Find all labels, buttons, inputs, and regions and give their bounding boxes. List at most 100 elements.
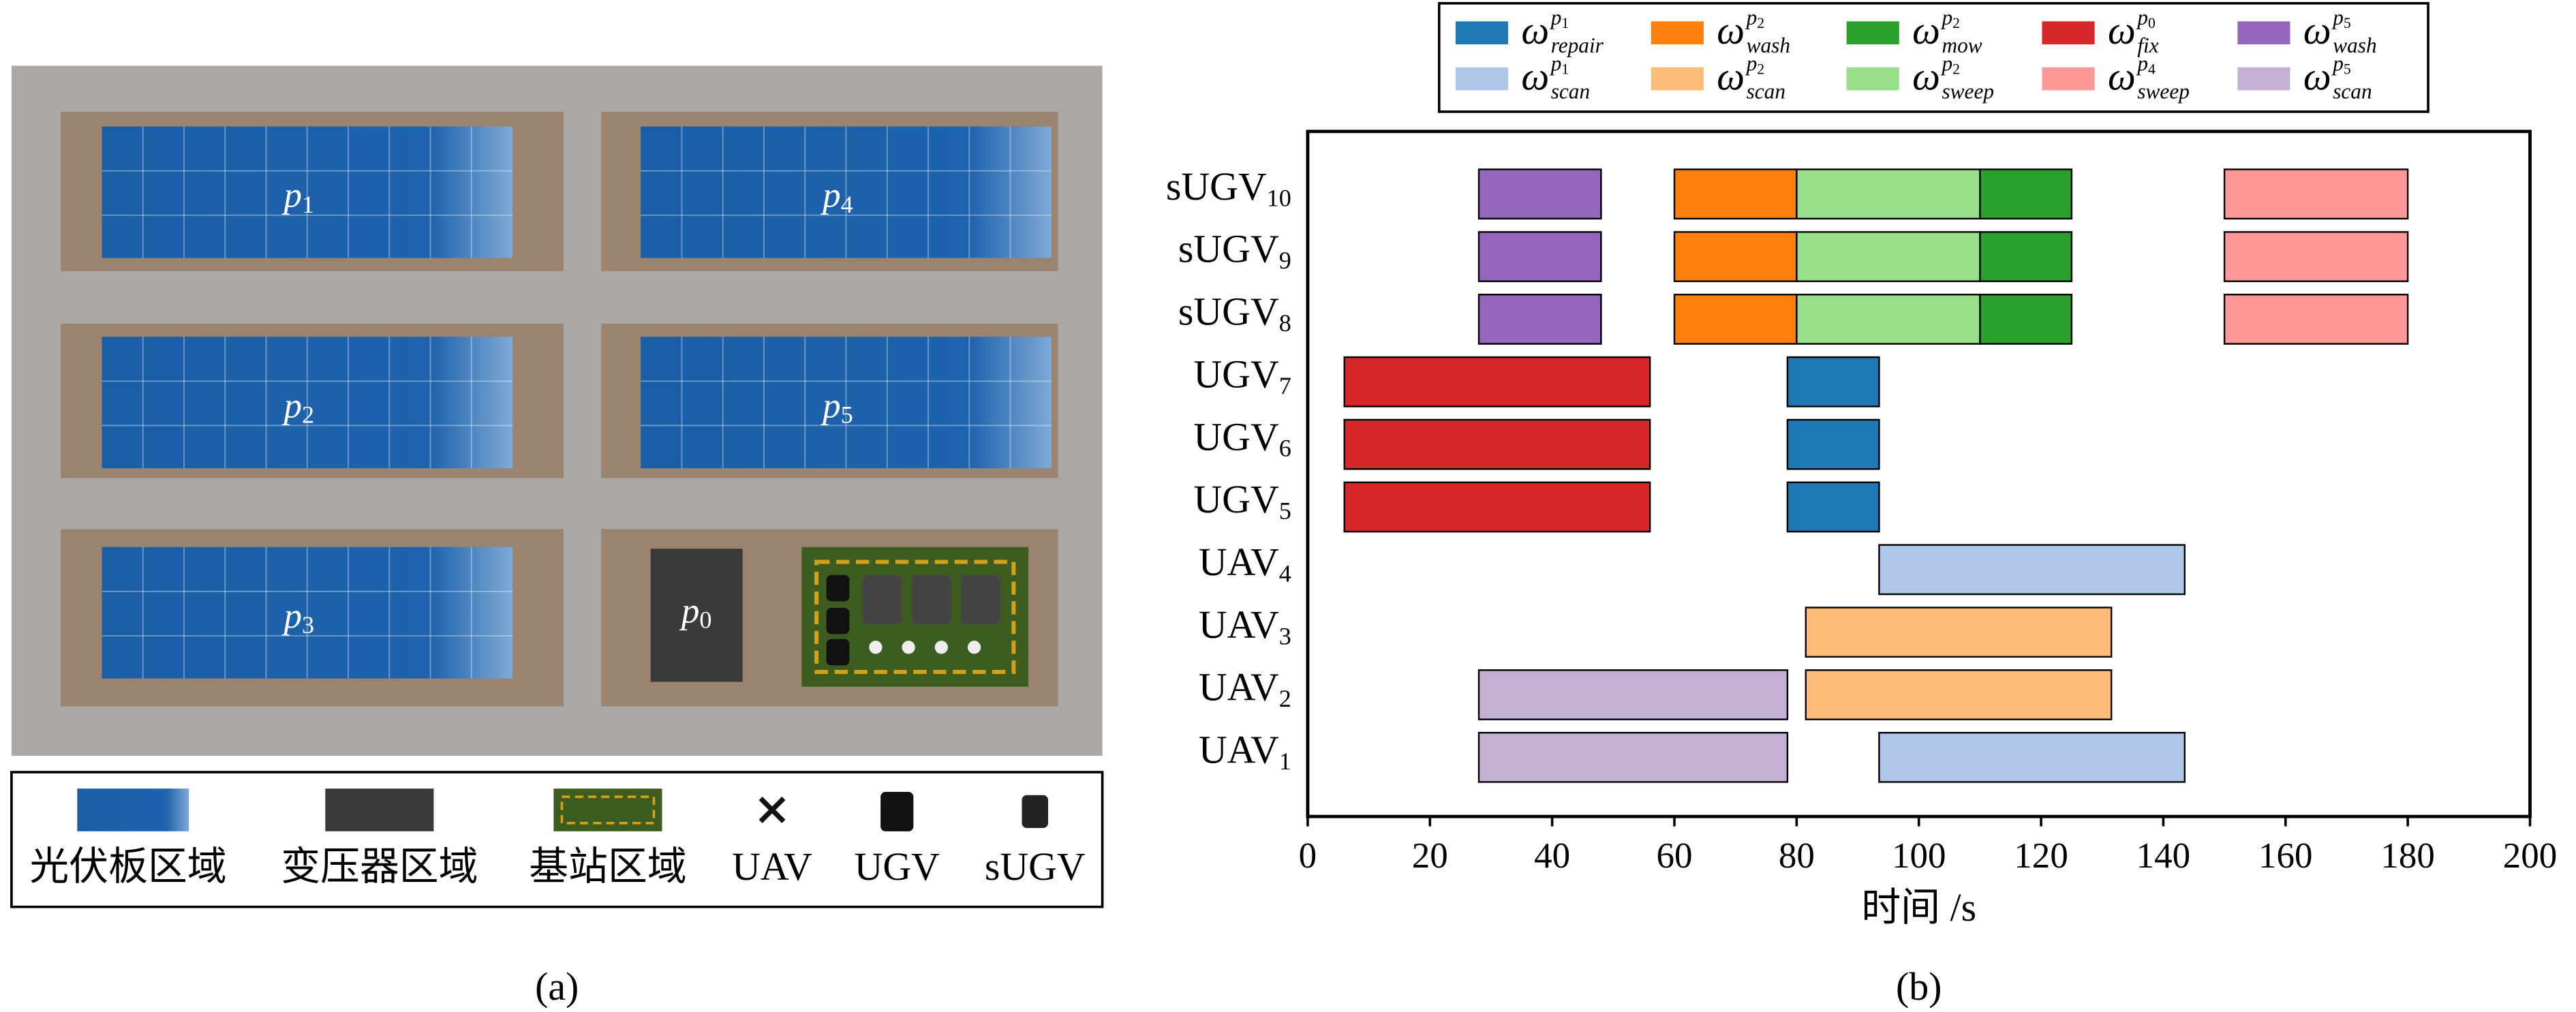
legend-symbol: ω bbox=[2108, 8, 2136, 52]
legend-sup-text: p bbox=[1550, 5, 1562, 29]
vehicle bbox=[826, 607, 850, 634]
drone bbox=[967, 641, 981, 654]
transformer bbox=[650, 549, 743, 682]
legend-sup-sub: 2 bbox=[1952, 15, 1960, 31]
legend-sup: p2 bbox=[1745, 5, 1765, 31]
legend-symbol: ω bbox=[2303, 8, 2331, 52]
legend-symbol: ω bbox=[1521, 54, 1549, 98]
vehicle bbox=[826, 639, 850, 666]
pv-panel bbox=[102, 547, 513, 679]
map-legend-label: 光伏板区域 bbox=[29, 844, 226, 889]
x-tick-label: 80 bbox=[1779, 836, 1815, 876]
task-bar bbox=[1786, 356, 1880, 408]
legend-sup-text: p bbox=[1940, 5, 1952, 29]
legend-sup: p2 bbox=[1940, 5, 1960, 31]
legend-sub: repair bbox=[1551, 33, 1604, 57]
legend-sup-sub: 1 bbox=[1561, 61, 1569, 78]
task-bar bbox=[2223, 168, 2409, 220]
y-tick-label: sUGV9 bbox=[1178, 227, 1291, 274]
x-tick-label: 180 bbox=[2380, 836, 2435, 876]
x-axis-label: 时间 /s bbox=[1861, 885, 1976, 930]
task-bar bbox=[1477, 294, 1602, 345]
legend-sup: p2 bbox=[1745, 52, 1765, 78]
legend-swatch bbox=[2042, 21, 2095, 45]
y-tick-label-sub: 2 bbox=[1279, 685, 1291, 712]
legend-sub: sweep bbox=[1942, 80, 1994, 104]
y-tick-label: UGV7 bbox=[1193, 352, 1291, 399]
legend-sup: p1 bbox=[1550, 5, 1569, 31]
task-bar bbox=[1979, 168, 2073, 220]
drone bbox=[902, 641, 915, 654]
legend-sub: scan bbox=[2333, 80, 2372, 104]
plot-label: p2 bbox=[281, 386, 314, 428]
legend-sub: scan bbox=[1551, 80, 1590, 104]
x-tick-label: 0 bbox=[1299, 836, 1317, 876]
y-tick-label-text: sUGV bbox=[1178, 227, 1279, 271]
task-bar bbox=[1477, 231, 1602, 282]
legend-icon-base bbox=[553, 788, 662, 831]
task-bar bbox=[1786, 418, 1880, 470]
task-bar bbox=[1796, 231, 1981, 282]
legend-icon-sugv bbox=[1022, 795, 1049, 828]
vehicle bbox=[826, 574, 850, 602]
legend-icon-base-border bbox=[560, 795, 656, 825]
plot-label: p1 bbox=[281, 176, 314, 218]
caption: (b) bbox=[1896, 964, 1942, 1009]
legend-symbol: ω bbox=[1717, 8, 1745, 52]
legend-sup-text: p bbox=[1745, 52, 1758, 76]
legend-sup: p1 bbox=[1550, 52, 1569, 78]
task-bar bbox=[1673, 294, 1798, 345]
task-bar bbox=[1805, 669, 2113, 720]
plot-label-sub: 2 bbox=[302, 401, 314, 429]
legend-sub: sweep bbox=[2137, 80, 2190, 104]
task-bar bbox=[1343, 418, 1651, 470]
legend-swatch bbox=[1846, 21, 1899, 45]
y-tick-label-text: UAV bbox=[1199, 602, 1279, 647]
x-tick-label: 200 bbox=[2503, 836, 2558, 876]
plot-label-sub: 5 bbox=[841, 401, 853, 429]
legend-icon-uav bbox=[758, 797, 786, 823]
task-bar bbox=[1477, 168, 1602, 220]
legend-sup-text: p bbox=[2331, 52, 2344, 76]
legend-swatch bbox=[1846, 67, 1899, 91]
legend-sub: mow bbox=[1942, 33, 1982, 57]
y-tick-label-text: UAV bbox=[1199, 728, 1279, 772]
base-station bbox=[801, 547, 1029, 687]
legend-sup: p2 bbox=[1940, 52, 1960, 78]
task-bar bbox=[1343, 356, 1651, 408]
plot-label-text: p bbox=[281, 176, 302, 215]
y-tick-label-sub: 4 bbox=[1279, 560, 1291, 587]
task-bar bbox=[1477, 731, 1789, 783]
vehicles bbox=[826, 574, 1001, 666]
vehicle bbox=[961, 574, 1001, 625]
task-bar bbox=[1878, 544, 2186, 596]
legend-sup: p5 bbox=[2331, 52, 2351, 78]
vehicle bbox=[862, 574, 902, 625]
map-legend-label: 变压器区域 bbox=[281, 844, 478, 889]
plot-label-text: p bbox=[281, 386, 302, 425]
y-tick-label: sUGV10 bbox=[1166, 164, 1291, 211]
map-legend-label: sUGV bbox=[985, 844, 1086, 889]
plot-label-text: p bbox=[281, 596, 302, 636]
legend-swatch bbox=[1651, 67, 1704, 91]
y-tick-label: UGV6 bbox=[1193, 415, 1291, 462]
x-tick-label: 40 bbox=[1534, 836, 1570, 876]
legend-sup: p0 bbox=[2136, 5, 2156, 31]
legend-sub: fix bbox=[2137, 33, 2158, 57]
task-bar bbox=[1796, 294, 1981, 345]
task-bar bbox=[1878, 731, 2186, 783]
x-tick-label: 160 bbox=[2258, 836, 2313, 876]
y-tick-label: UAV2 bbox=[1199, 665, 1291, 712]
plot-label: p3 bbox=[281, 596, 314, 639]
legend-sup-sub: 2 bbox=[1757, 61, 1764, 78]
y-tick-label-sub: 1 bbox=[1279, 748, 1291, 775]
pv-panel bbox=[102, 126, 513, 258]
drones bbox=[869, 641, 981, 654]
plot-label-text: p bbox=[820, 176, 841, 215]
y-tick-label-sub: 5 bbox=[1279, 497, 1291, 525]
y-tick-label-text: sUGV bbox=[1178, 290, 1279, 334]
legend-sup-text: p bbox=[2136, 5, 2148, 29]
plot-label-text: p bbox=[820, 386, 841, 425]
legend-sup-sub: 4 bbox=[2148, 61, 2156, 78]
